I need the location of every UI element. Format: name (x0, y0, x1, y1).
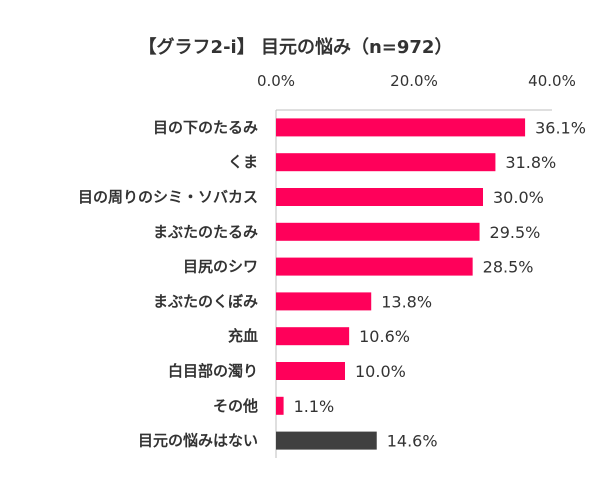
chart-title: 【グラフ2-ⅰ】 目元の悩み（n=972） (138, 37, 453, 58)
category-label: 目尻のシワ (183, 258, 258, 276)
category-label: その他 (213, 397, 258, 415)
category-label: 目元の悩みはない (138, 432, 258, 450)
data-label: 14.6% (387, 432, 438, 451)
bar (276, 327, 350, 346)
x-tick-label: 40.0% (528, 72, 576, 90)
bar (276, 222, 480, 241)
bar (276, 257, 473, 276)
category-label: 目の周りのシミ・ソバカス (78, 188, 258, 206)
category-label: くま (228, 153, 258, 171)
data-label: 31.8% (505, 153, 556, 172)
data-label: 1.1% (294, 397, 335, 416)
category-label: まぶたのたるみ (153, 223, 258, 241)
bar (276, 292, 372, 311)
x-tick-label: 20.0% (390, 72, 438, 90)
category-label: まぶたのくぼみ (153, 292, 258, 310)
category-label: 白目部の濁り (168, 362, 258, 380)
category-label: 目の下のたるみ (153, 118, 258, 136)
data-label: 29.5% (490, 223, 541, 242)
bar (276, 396, 284, 415)
x-tick-label: 0.0% (257, 72, 295, 90)
data-label: 13.8% (381, 292, 432, 311)
data-label: 28.5% (483, 258, 534, 277)
bar (276, 431, 377, 450)
bar (276, 153, 496, 172)
bar (276, 118, 526, 137)
data-label: 30.0% (493, 188, 544, 207)
bar (276, 362, 345, 380)
category-label: 充血 (228, 327, 258, 345)
data-label: 10.0% (355, 362, 406, 381)
data-label: 10.6% (359, 327, 410, 346)
bar (276, 188, 483, 206)
data-label: 36.1% (535, 118, 586, 137)
